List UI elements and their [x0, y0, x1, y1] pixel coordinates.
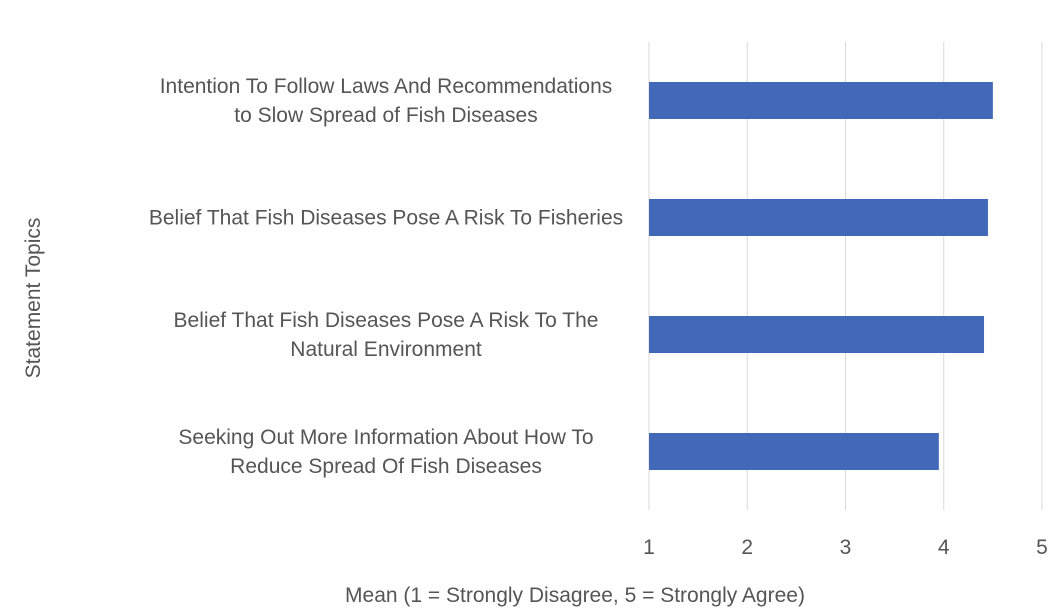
category-label: to Slow Spread of Fish Diseases [234, 104, 537, 127]
category-label: Seeking Out More Information About How T… [178, 426, 593, 449]
category-label: Reduce Spread Of Fish Diseases [230, 455, 542, 478]
bar [649, 199, 988, 236]
x-tick-label: 4 [938, 536, 950, 559]
x-tick-label: 2 [741, 536, 753, 559]
category-label: Belief That Fish Diseases Pose A Risk To… [174, 309, 599, 332]
category-label: Intention To Follow Laws And Recommendat… [160, 75, 613, 98]
y-axis-title: Statement Topics [22, 218, 45, 379]
bar [649, 316, 985, 353]
bar [649, 433, 939, 470]
x-tick-label: 3 [840, 536, 852, 559]
category-labels: Intention To Follow Laws And Recommendat… [149, 75, 623, 478]
category-label: Natural Environment [290, 338, 482, 361]
x-axis-title: Mean (1 = Strongly Disagree, 5 = Strongl… [345, 584, 805, 607]
bar [649, 82, 993, 119]
gridlines [648, 42, 1043, 510]
x-tick-labels: 1 2 3 4 5 [643, 536, 1048, 559]
category-label: Belief That Fish Diseases Pose A Risk To… [149, 207, 623, 230]
x-tick-label: 5 [1036, 536, 1048, 559]
x-tick-label: 1 [643, 536, 655, 559]
bars [649, 82, 993, 470]
